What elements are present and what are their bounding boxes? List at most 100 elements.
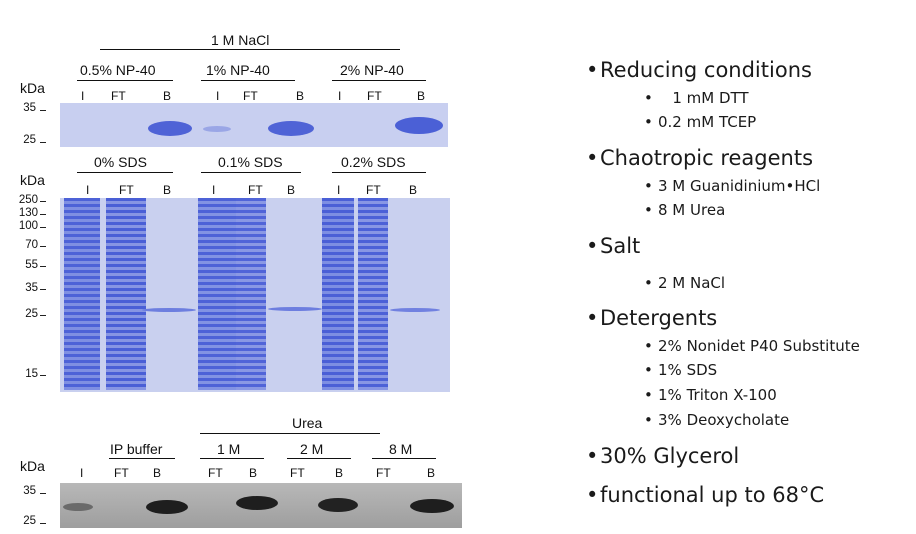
kda-label: kDa (20, 458, 45, 474)
group-line (201, 80, 295, 81)
lane-label: I (81, 89, 85, 103)
group-label: 1 M (217, 441, 241, 457)
marker-label: 70 (25, 239, 38, 251)
marker-label: 25 (23, 515, 36, 527)
marker-tick (40, 201, 46, 202)
blot-band (318, 498, 358, 512)
coomassie-gel-sds (60, 198, 450, 392)
lane-label: FT (248, 183, 263, 197)
bullet-title: Detergents (600, 306, 718, 330)
group-label: 0.5% NP-40 (80, 62, 156, 78)
lane-label: I (212, 183, 216, 197)
marker-tick (40, 375, 46, 376)
bullet-title: Chaotropic reagents (600, 146, 814, 170)
lane-label: FT (208, 466, 223, 480)
lane-label: FT (367, 89, 382, 103)
sub-item: • 3 M Guanidinium•HCl (644, 177, 821, 195)
group-label: 0.1% SDS (218, 154, 283, 170)
blot-band (63, 503, 93, 511)
marker-label: 35 (25, 282, 38, 294)
group-line (372, 458, 436, 459)
lane-label: FT (366, 183, 381, 197)
sub-item-text: 8 M Urea (658, 201, 726, 219)
gel-lane (64, 198, 100, 390)
lane-label: B (249, 466, 258, 480)
marker-label: 25 (23, 134, 36, 146)
sub-item-text: 1 mM DTT (672, 89, 749, 107)
bullet-detergents: •Detergents (586, 306, 718, 330)
lane-label: B (163, 183, 172, 197)
marker-tick (40, 523, 46, 524)
gel-lane (106, 198, 146, 390)
group-label: 2% NP-40 (340, 62, 404, 78)
sub-item: • 8 M Urea (644, 201, 726, 219)
gel-lane (322, 198, 354, 390)
urea-header-line (200, 433, 380, 434)
gel-band (268, 307, 322, 311)
group-line (109, 458, 175, 459)
marker-tick (40, 246, 46, 247)
gel-band (390, 308, 440, 312)
lane-label: I (337, 183, 341, 197)
group-line (332, 80, 426, 81)
lane-label: FT (290, 466, 305, 480)
marker-label: 250 (18, 194, 38, 206)
lane-label: B (427, 466, 436, 480)
marker-label: 25 (25, 308, 38, 320)
sub-item: • 1% Triton X-100 (644, 386, 777, 404)
gel-band (268, 121, 314, 136)
marker-tick (40, 289, 46, 290)
sub-item-text: 2% Nonidet P40 Substitute (658, 337, 860, 355)
lane-label: B (409, 183, 418, 197)
lane-label: B (163, 89, 172, 103)
group-label: 8 M (389, 441, 413, 457)
group-label: 1% NP-40 (206, 62, 270, 78)
kda-label: kDa (20, 80, 45, 96)
group-line (201, 172, 301, 173)
marker-label: 15 (25, 368, 38, 380)
sub-item: • 2% Nonidet P40 Substitute (644, 337, 860, 355)
sub-item-text: 1% Triton X-100 (658, 386, 777, 404)
nacl-header: 1 M NaCl (211, 32, 270, 48)
bullet-glycerol: •30% Glycerol (586, 444, 740, 468)
blot-band (146, 500, 188, 514)
lane-label: FT (111, 89, 126, 103)
sub-item-text: 3% Deoxycholate (658, 411, 790, 429)
sub-item-text: 3 M Guanidinium•HCl (658, 177, 821, 195)
marker-label: 35 (23, 485, 36, 497)
blot-band (236, 496, 278, 510)
bullet-title: functional up to 68°C (600, 483, 825, 507)
lane-label: FT (119, 183, 134, 197)
nacl-header-line (100, 49, 400, 50)
sub-item: • 1 mM DTT (644, 89, 749, 107)
lane-label: FT (114, 466, 129, 480)
sub-item-text: 1% SDS (658, 361, 718, 379)
marker-tick (40, 227, 46, 228)
lane-label: B (287, 183, 296, 197)
urea-header: Urea (292, 415, 323, 431)
lane-label: FT (376, 466, 391, 480)
sub-item-text: 0.2 mM TCEP (658, 113, 757, 131)
marker-label: 35 (23, 102, 36, 114)
group-line (332, 172, 426, 173)
sub-item: • 1% SDS (644, 361, 718, 379)
marker-tick (40, 110, 46, 111)
group-label: 0.2% SDS (341, 154, 406, 170)
sub-item: • 0.2 mM TCEP (644, 113, 757, 131)
marker-tick (40, 315, 46, 316)
lane-label: B (417, 89, 426, 103)
coomassie-gel-strip (60, 103, 448, 147)
gel-band (142, 308, 196, 312)
sub-item-text: 2 M NaCl (658, 274, 726, 292)
western-blot-strip (60, 483, 462, 528)
marker-tick (40, 266, 46, 267)
lane-label: FT (243, 89, 258, 103)
group-line (287, 458, 351, 459)
bullet-title: Salt (600, 234, 641, 258)
gel-lane (236, 198, 266, 390)
bullet-title: 30% Glycerol (600, 444, 740, 468)
bullet-temperature: •functional up to 68°C (586, 483, 825, 507)
gel-band (395, 117, 443, 134)
group-line (77, 80, 173, 81)
lane-label: B (335, 466, 344, 480)
